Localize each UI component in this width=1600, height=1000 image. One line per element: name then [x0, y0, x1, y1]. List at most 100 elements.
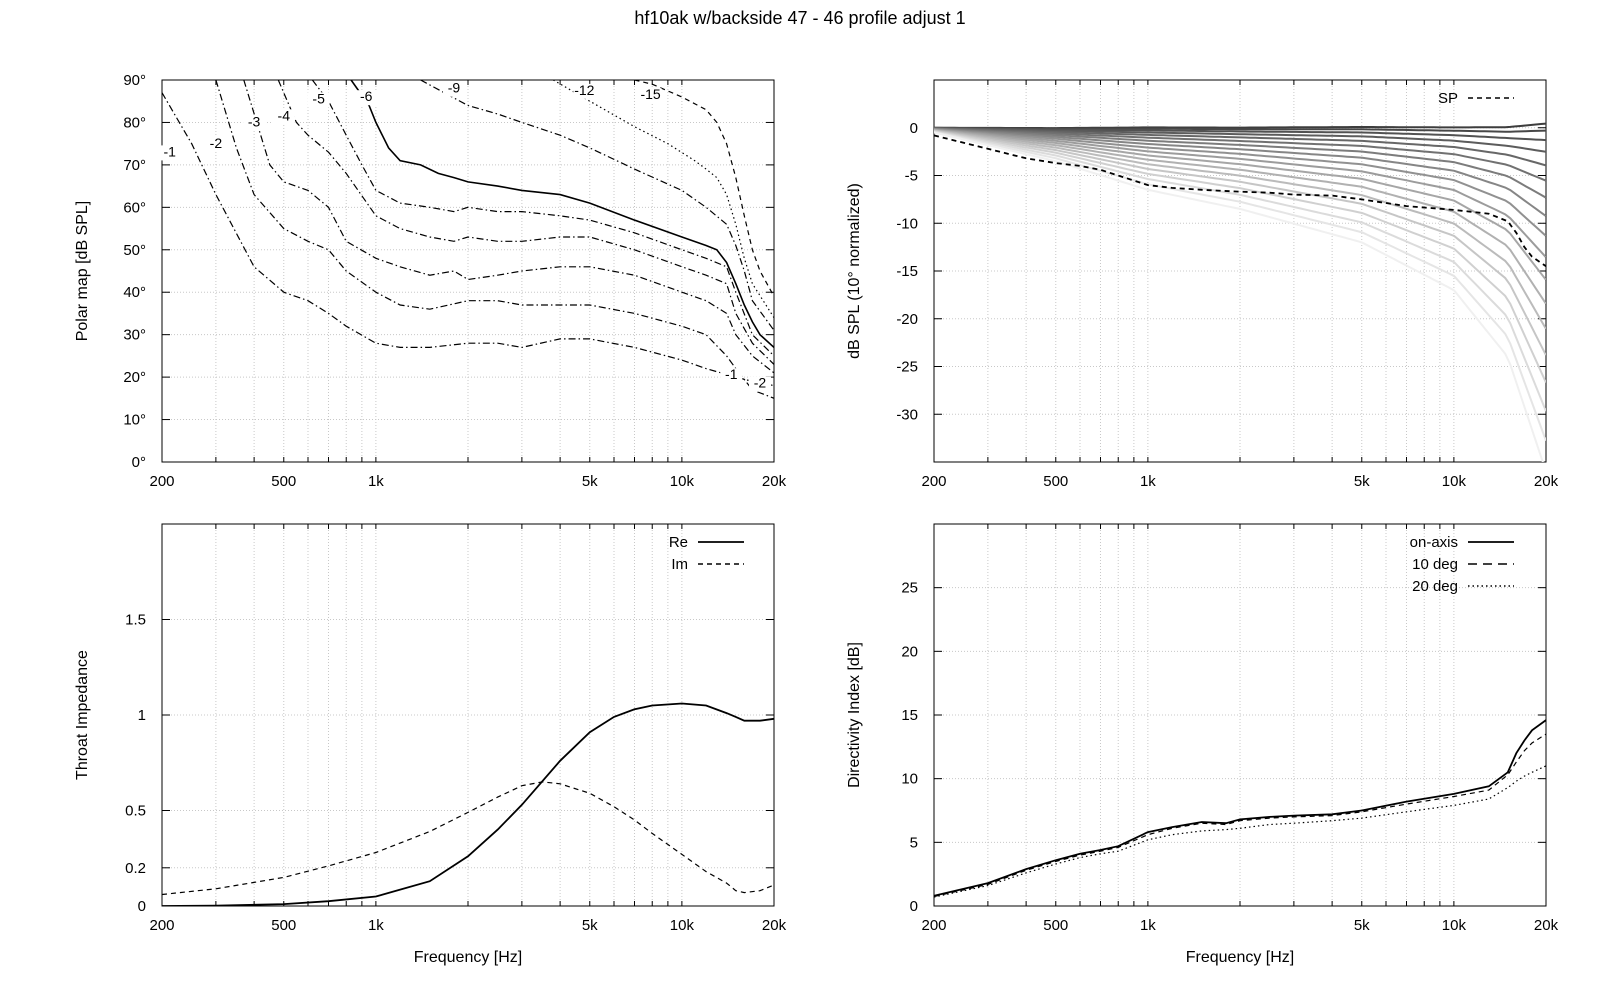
- y-tick-label: 70°: [123, 157, 146, 174]
- legend-label: on-axis: [1410, 534, 1458, 551]
- y-tick-label: 0°: [132, 454, 146, 471]
- legend-label: Im: [671, 556, 688, 573]
- y-tick-label: 15: [901, 707, 918, 724]
- x-tick-label: 500: [1043, 473, 1068, 490]
- contour-label: -6: [360, 88, 373, 104]
- series-polar--15: [634, 80, 774, 297]
- x-tick-label: 10k: [670, 473, 695, 490]
- y-tick-label: 20°: [123, 369, 146, 386]
- series-group: [162, 702, 774, 906]
- off-axis-curve: [934, 128, 1546, 237]
- series-group: [934, 719, 1546, 898]
- x-axis-label: Frequency [Hz]: [414, 949, 522, 966]
- series-impedance-Im: [162, 781, 774, 896]
- x-tick-label: 20k: [1534, 917, 1559, 934]
- series-polar--6: [350, 80, 774, 348]
- x-tick-label: 200: [149, 473, 174, 490]
- figure-title: hf10ak w/backside 47 - 46 profile adjust…: [634, 8, 966, 28]
- off-axis-curve: [934, 129, 1546, 305]
- legend-label: Re: [669, 534, 688, 551]
- x-tick-label: 1k: [368, 473, 384, 490]
- y-axis-label: Directivity Index [dB]: [846, 642, 863, 788]
- series-directivity-20-deg: [934, 765, 1546, 898]
- series-polar--9: [420, 80, 774, 331]
- x-tick-label: 500: [1043, 917, 1068, 934]
- contour-label: -9: [448, 80, 461, 96]
- x-tick-label: 500: [271, 917, 296, 934]
- series-directivity-on-axis: [934, 719, 1546, 897]
- contour-label: -12: [574, 82, 594, 98]
- y-tick-label: -10: [896, 215, 918, 232]
- y-tick-label: 10: [901, 771, 918, 788]
- y-tick-label: 0.5: [125, 803, 146, 820]
- off-axis-curve: [934, 131, 1546, 442]
- off-axis-curve: [934, 128, 1546, 217]
- y-tick-label: 1.5: [125, 612, 146, 629]
- contour-label: -4: [278, 107, 291, 123]
- y-tick-label: 0: [910, 120, 918, 137]
- off-axis-curve: [934, 131, 1544, 462]
- off-axis-curve: [934, 130, 1546, 412]
- off-axis-curve: [934, 127, 1546, 182]
- x-tick-label: 500: [271, 473, 296, 490]
- impedance-panel: 200 500 1k 5k 10k 20k 0 0.2 0.5 1 1.5 Throat Impeda…: [74, 523, 787, 966]
- y-tick-label: 0.2: [125, 860, 146, 877]
- contour-label: -1: [725, 366, 738, 382]
- off-axis-curve: [934, 128, 1546, 281]
- legend-label: SP: [1438, 90, 1458, 107]
- x-tick-label: 20k: [762, 473, 787, 490]
- y-tick-label: 1: [138, 707, 146, 724]
- contour-label: -2: [754, 375, 767, 391]
- x-tick-label: 200: [921, 473, 946, 490]
- directivity-panel: 200 500 1k 5k 10k 20k 0 5 10 15 20 25 Directivity In…: [846, 523, 1559, 966]
- series-normalized-SP: [934, 134, 1546, 267]
- y-tick-label: 80°: [123, 114, 146, 131]
- x-tick-label: 5k: [1354, 917, 1370, 934]
- contour-label: -15: [640, 86, 660, 102]
- y-tick-label: -5: [905, 168, 918, 185]
- x-tick-label: 5k: [582, 473, 598, 490]
- x-tick-label: 1k: [1140, 917, 1156, 934]
- series-polar--2: [215, 80, 774, 399]
- contour-label: -3: [248, 114, 261, 130]
- y-tick-label: 60°: [123, 199, 146, 216]
- legend-label: 20 deg: [1412, 578, 1458, 595]
- normalized-panel: 200 500 1k 5k 10k 20k 0 -5 -10 -15 -20 -25 -30 dB SPL…: [846, 79, 1559, 490]
- x-tick-label: 1k: [1140, 473, 1156, 490]
- y-tick-label: 25: [901, 580, 918, 597]
- x-axis-label: Frequency [Hz]: [1186, 949, 1294, 966]
- off-axis-curve: [934, 129, 1546, 330]
- contour-label: -2: [210, 135, 223, 151]
- off-axis-curve: [934, 127, 1546, 167]
- off-axis-curve: [934, 127, 1546, 153]
- y-tick-label: 0: [910, 898, 918, 915]
- y-axis-label: Polar map [dB SPL]: [74, 201, 91, 342]
- x-tick-label: 10k: [1442, 473, 1467, 490]
- off-axis-curve: [934, 130, 1546, 384]
- x-tick-label: 200: [921, 917, 946, 934]
- x-tick-label: 20k: [762, 917, 787, 934]
- y-tick-label: 40°: [123, 284, 146, 301]
- x-tick-label: 20k: [1534, 473, 1559, 490]
- series-impedance-Re: [162, 702, 774, 906]
- y-tick-label: -15: [896, 263, 918, 280]
- series-group: [934, 122, 1546, 462]
- x-tick-label: 10k: [1442, 917, 1467, 934]
- series-polar--4: [277, 80, 774, 365]
- legend-label: 10 deg: [1412, 556, 1458, 573]
- y-tick-label: -20: [896, 311, 918, 328]
- y-tick-label: 30°: [123, 327, 146, 344]
- x-tick-label: 10k: [670, 917, 695, 934]
- y-tick-label: -25: [896, 359, 918, 376]
- series-polar--5: [311, 80, 774, 357]
- x-tick-label: 1k: [368, 917, 384, 934]
- y-tick-label: 10°: [123, 412, 146, 429]
- y-tick-label: 50°: [123, 242, 146, 259]
- x-tick-label: 5k: [582, 917, 598, 934]
- off-axis-curve: [934, 128, 1546, 258]
- y-axis-label: dB SPL (10° normalized): [846, 183, 863, 359]
- x-tick-label: 5k: [1354, 473, 1370, 490]
- off-axis-curve: [934, 129, 1546, 356]
- series-group: [162, 80, 774, 399]
